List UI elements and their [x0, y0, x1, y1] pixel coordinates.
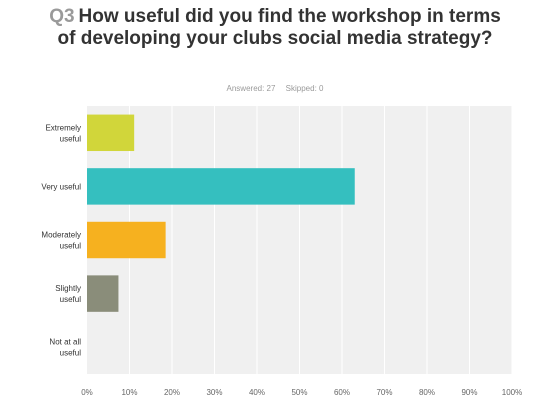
- skipped-count: Skipped: 0: [285, 84, 324, 93]
- category-label: Not at all useful: [49, 338, 81, 358]
- x-tick-label: 100%: [502, 388, 522, 397]
- question-text: How useful did you find the workshop in …: [57, 6, 501, 49]
- response-stats: Answered: 27 Skipped: 0: [0, 84, 550, 93]
- x-tick-label: 70%: [376, 388, 392, 397]
- x-tick-label: 60%: [334, 388, 350, 397]
- category-label: Very useful: [41, 182, 81, 191]
- x-tick-label: 90%: [461, 388, 477, 397]
- bar: [87, 221, 166, 259]
- x-tick-label: 80%: [419, 388, 435, 397]
- x-tick-label: 0%: [81, 388, 93, 397]
- x-tick-label: 10%: [121, 388, 137, 397]
- answered-count: Answered: 27: [226, 84, 276, 93]
- bar: [87, 114, 135, 152]
- x-tick-label: 20%: [164, 388, 180, 397]
- category-label: Extremely useful: [45, 123, 81, 143]
- bar: [87, 168, 355, 205]
- category-label: Slightly useful: [55, 284, 81, 304]
- x-tick-label: 30%: [206, 388, 222, 397]
- category-label: Moderately useful: [41, 231, 81, 251]
- bar: [87, 275, 119, 312]
- x-tick-label: 40%: [249, 388, 265, 397]
- question-title: Q3 How useful did you find the workshop i…: [40, 6, 510, 50]
- x-tick-label: 50%: [291, 388, 307, 397]
- question-number: Q3: [49, 6, 75, 27]
